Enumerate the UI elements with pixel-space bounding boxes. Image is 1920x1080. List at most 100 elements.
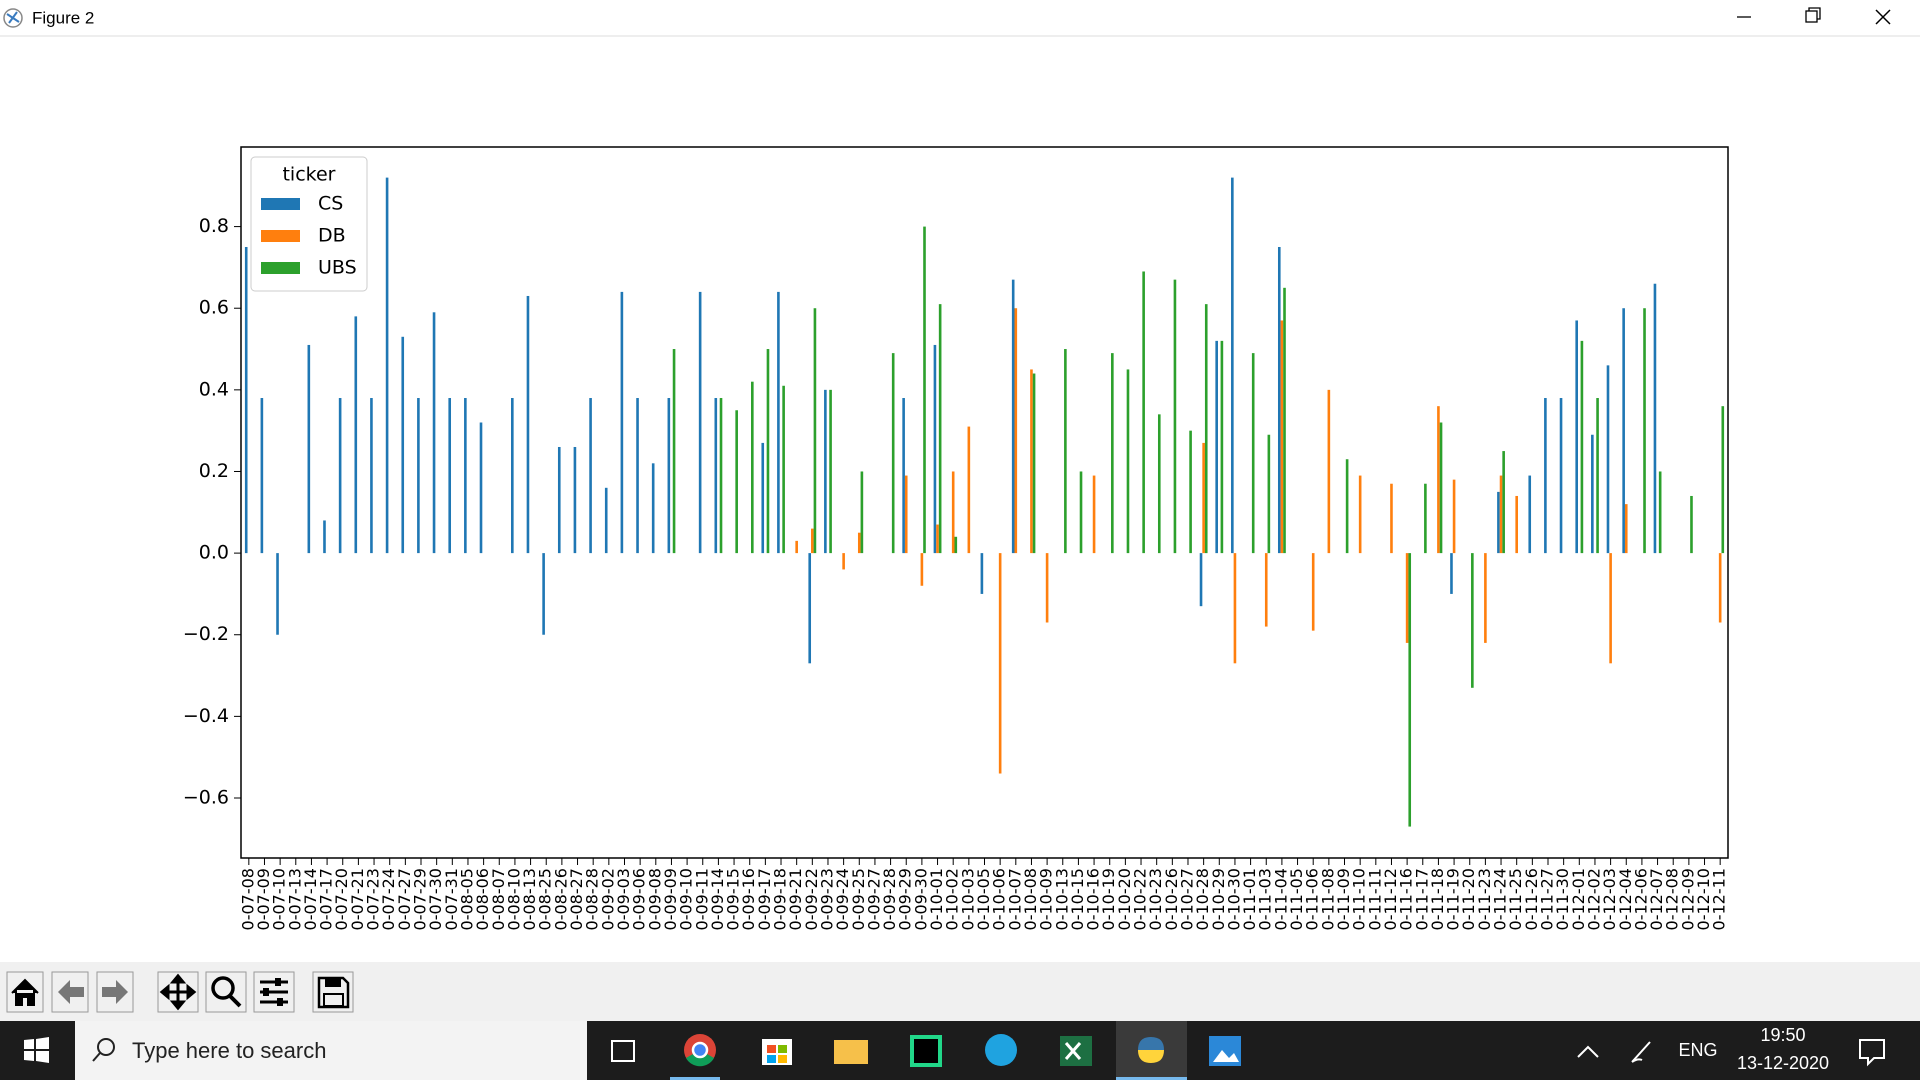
x-tick-label: 0-07-21 bbox=[348, 868, 367, 930]
x-tick-label: 0-11-09 bbox=[1334, 868, 1353, 930]
bar bbox=[967, 426, 971, 554]
search-field bbox=[75, 1021, 587, 1080]
bar bbox=[933, 344, 937, 554]
y-tick-label: −0.2 bbox=[183, 623, 229, 645]
forward-button[interactable] bbox=[96, 971, 134, 1013]
clock-date[interactable]: 13-12-2020 bbox=[1737, 1053, 1829, 1073]
x-tick-label: 0-11-30 bbox=[1553, 868, 1572, 930]
pan-button[interactable] bbox=[157, 971, 199, 1013]
bar bbox=[401, 336, 405, 554]
bar bbox=[1204, 304, 1208, 554]
bar bbox=[860, 471, 864, 554]
x-tick-label: 0-12-09 bbox=[1678, 868, 1697, 930]
configure-button[interactable] bbox=[253, 971, 295, 1013]
bar bbox=[260, 398, 264, 554]
bar bbox=[448, 398, 452, 554]
save-button[interactable] bbox=[312, 971, 354, 1013]
close-button[interactable] bbox=[1875, 9, 1891, 25]
x-tick-label: 0-08-07 bbox=[489, 868, 508, 930]
x-tick-label: 0-12-02 bbox=[1584, 868, 1603, 930]
x-tick-label: 0-11-08 bbox=[1318, 868, 1337, 930]
bar bbox=[672, 349, 676, 554]
notifications[interactable] bbox=[1859, 1039, 1885, 1067]
bar bbox=[1721, 406, 1725, 554]
clock-time[interactable]: 19:50 bbox=[1760, 1025, 1805, 1045]
back-icon bbox=[58, 980, 84, 1004]
x-tick-label: 0-07-23 bbox=[364, 868, 383, 930]
chrome-icon-center bbox=[691, 1041, 709, 1059]
bar bbox=[338, 398, 342, 554]
photos-glyph bbox=[1213, 1050, 1239, 1062]
x-tick-label: 0-09-18 bbox=[771, 868, 790, 930]
store-tile bbox=[767, 1055, 776, 1063]
bar bbox=[1327, 389, 1331, 554]
bar bbox=[1596, 398, 1599, 554]
bar bbox=[1643, 308, 1646, 554]
edge[interactable] bbox=[985, 1034, 1017, 1066]
x-tick-label: 0-11-01 bbox=[1240, 868, 1259, 930]
x-tick-label: 0-10-30 bbox=[1224, 868, 1243, 930]
zoom-button[interactable] bbox=[205, 971, 247, 1013]
y-tick-label: 0.4 bbox=[199, 378, 229, 400]
search-box[interactable]: Type here to search bbox=[75, 1021, 587, 1080]
x-tick-label: 0-09-29 bbox=[896, 868, 915, 930]
plot: −0.6 −0.4 −0.2 0.0 0.2 0.4 0.6 0.8 0-07-080-07-0… bbox=[183, 146, 1729, 930]
excel-x bbox=[1064, 1042, 1082, 1060]
x-tick-label: 0-07-17 bbox=[317, 868, 336, 930]
x-tick-label: 0-10-28 bbox=[1193, 868, 1212, 930]
restore-button[interactable] bbox=[1805, 7, 1821, 23]
bar bbox=[1515, 495, 1518, 554]
x-tick-label: 0-11-25 bbox=[1506, 868, 1525, 930]
bar bbox=[1405, 553, 1409, 643]
search-icon bbox=[97, 1038, 115, 1056]
bar bbox=[573, 446, 577, 554]
bar bbox=[766, 349, 770, 554]
bar bbox=[824, 389, 827, 554]
forward-icon bbox=[102, 980, 128, 1004]
bar bbox=[1173, 279, 1177, 554]
bar bbox=[1126, 369, 1130, 554]
x-tick-label: 0-10-26 bbox=[1162, 868, 1181, 930]
bar bbox=[857, 532, 861, 554]
task-view[interactable] bbox=[611, 1040, 635, 1062]
x-tick-label: 0-11-04 bbox=[1271, 868, 1290, 930]
running-indicator bbox=[670, 1077, 720, 1080]
x-tick-label: 0-08-06 bbox=[473, 868, 492, 930]
home-button[interactable] bbox=[6, 971, 44, 1013]
pycharm[interactable] bbox=[910, 1035, 942, 1067]
x-tick-label: 0-07-08 bbox=[238, 868, 257, 930]
bar bbox=[1653, 283, 1657, 554]
bar bbox=[1267, 434, 1271, 554]
bar bbox=[1390, 483, 1393, 554]
bar bbox=[511, 398, 514, 554]
x-tick-label: 0-07-30 bbox=[426, 868, 445, 930]
bar bbox=[651, 463, 655, 554]
chrome[interactable] bbox=[684, 1034, 716, 1067]
bar bbox=[589, 398, 592, 554]
bar bbox=[1189, 430, 1192, 554]
bar bbox=[719, 398, 723, 554]
bar bbox=[1233, 553, 1237, 664]
back-button[interactable] bbox=[51, 971, 89, 1013]
x-tick-label: 0-12-07 bbox=[1647, 868, 1666, 930]
pen-icon[interactable] bbox=[1631, 1041, 1651, 1063]
file-explorer[interactable] bbox=[834, 1040, 868, 1064]
legend-box bbox=[250, 156, 368, 292]
bar bbox=[557, 446, 561, 554]
x-tick-label: 0-10-22 bbox=[1131, 868, 1150, 930]
excel[interactable] bbox=[1060, 1036, 1092, 1066]
bar bbox=[1045, 553, 1049, 623]
bar bbox=[1092, 475, 1096, 554]
bar bbox=[1718, 553, 1722, 623]
y-tick-label: −0.4 bbox=[183, 705, 229, 727]
start-button[interactable] bbox=[24, 1037, 49, 1063]
store[interactable] bbox=[762, 1039, 792, 1065]
bar bbox=[782, 385, 785, 554]
bar bbox=[1032, 373, 1036, 554]
language[interactable]: ENG bbox=[1678, 1040, 1717, 1060]
bar bbox=[829, 389, 832, 554]
bar bbox=[920, 553, 924, 586]
tray-chevron[interactable] bbox=[1577, 1045, 1599, 1058]
bar bbox=[808, 553, 812, 664]
